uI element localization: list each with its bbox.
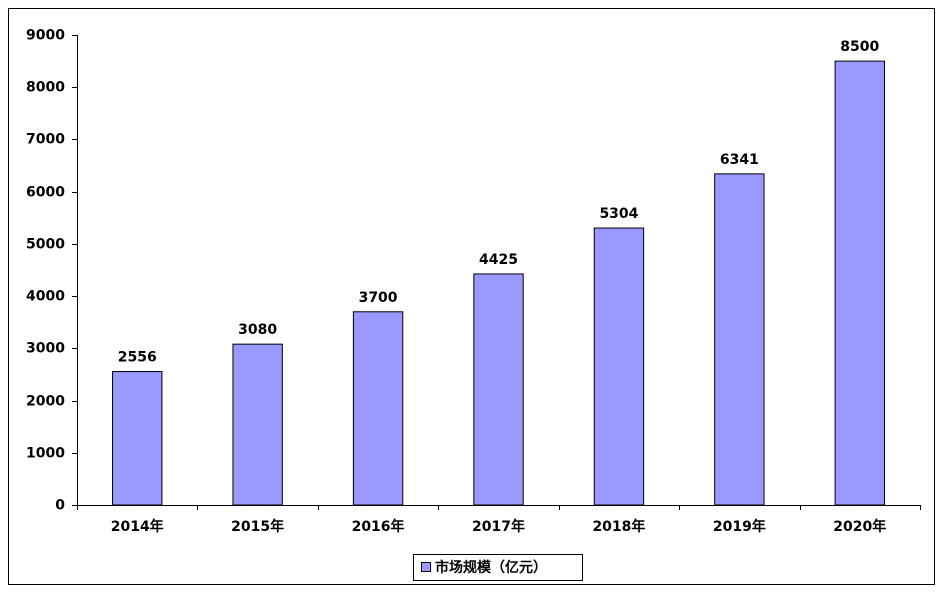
data-label: 8500: [840, 39, 879, 55]
bar: [834, 60, 885, 506]
y-tick-label: 7000: [26, 132, 65, 148]
data-label: 6341: [720, 152, 759, 168]
x-tick-label: 2016年: [352, 518, 405, 535]
y-tick-label: 9000: [26, 28, 65, 44]
bar: [112, 371, 163, 506]
bar: [232, 343, 283, 506]
bar: [593, 227, 645, 506]
legend-box: [413, 554, 583, 581]
y-tick-label: 3000: [26, 341, 65, 357]
x-tick-label: 2020年: [833, 518, 886, 535]
y-tick-label: 6000: [26, 185, 65, 201]
y-tick-label: 8000: [26, 80, 65, 96]
legend-swatch: [421, 562, 431, 572]
x-tick-label: 2014年: [111, 518, 164, 535]
legend: 市场规模（亿元）: [413, 554, 583, 581]
x-tick-label: 2017年: [472, 518, 525, 535]
x-tick-label: 2015年: [231, 518, 284, 535]
y-tick-label: 1000: [26, 446, 65, 462]
y-tick-label: 0: [55, 498, 65, 514]
data-label: 4425: [479, 252, 518, 268]
chart-border: [8, 8, 935, 585]
legend-label: 市场规模（亿元）: [435, 559, 547, 576]
data-label: 3700: [359, 290, 398, 306]
data-label: 5304: [599, 206, 638, 222]
x-tick-label: 2019年: [713, 518, 766, 535]
bar: [473, 273, 524, 506]
y-tick-label: 4000: [26, 289, 65, 305]
bar: [352, 311, 404, 506]
y-tick-label: 5000: [26, 237, 65, 253]
data-label: 3080: [238, 322, 277, 338]
data-label: 2556: [118, 350, 157, 366]
bar: [714, 173, 765, 506]
x-tick-label: 2018年: [592, 518, 645, 535]
y-tick-label: 2000: [26, 394, 65, 410]
